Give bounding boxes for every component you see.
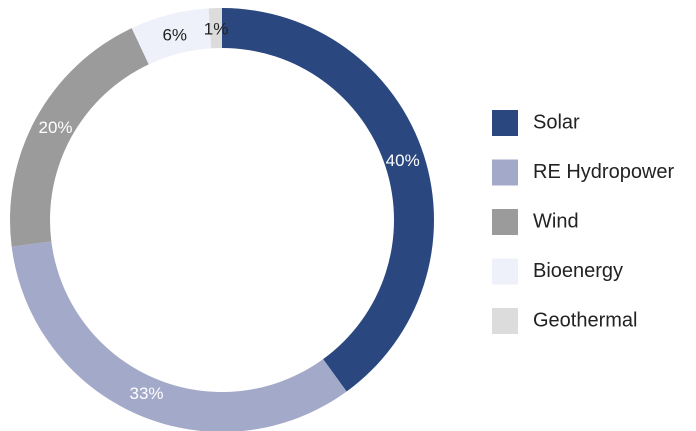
donut-segment bbox=[208, 8, 222, 49]
donut-segment bbox=[131, 8, 212, 65]
legend-swatch bbox=[492, 258, 518, 285]
donut-segment bbox=[11, 241, 347, 431]
data-label: 20% bbox=[38, 118, 72, 137]
legend-swatch bbox=[492, 209, 518, 235]
legend-swatch bbox=[492, 159, 518, 186]
legend-label: RE Hydropower bbox=[533, 161, 675, 183]
donut-segment bbox=[222, 8, 435, 392]
data-label: 6% bbox=[162, 25, 187, 44]
data-label: 40% bbox=[386, 151, 420, 170]
legend-label: Wind bbox=[533, 210, 579, 232]
legend-label: Bioenergy bbox=[533, 260, 623, 282]
legend-label: Solar bbox=[533, 111, 580, 133]
legend-swatch bbox=[492, 308, 518, 334]
donut-segment bbox=[9, 28, 149, 247]
data-label: 33% bbox=[130, 384, 164, 403]
legend-swatch bbox=[492, 110, 518, 136]
data-label: 1% bbox=[204, 20, 229, 39]
legend-label: Geothermal bbox=[533, 309, 638, 331]
